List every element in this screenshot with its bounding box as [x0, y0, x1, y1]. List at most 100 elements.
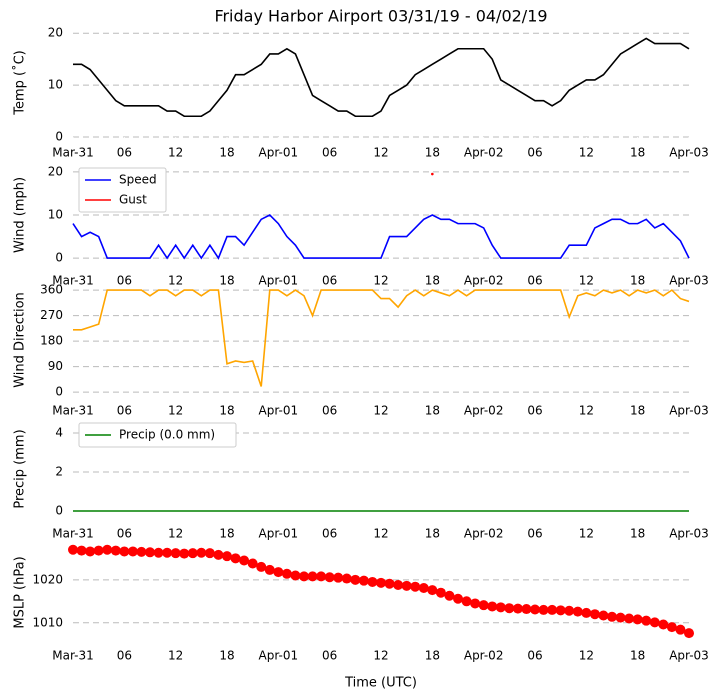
point — [281, 568, 292, 579]
y-tick-label: 20 — [48, 164, 63, 178]
x-tick-label: 06 — [322, 274, 337, 288]
y-tick-label: 0 — [55, 130, 63, 144]
x-tick-label: 06 — [117, 404, 132, 418]
x-tick-label: 12 — [579, 274, 594, 288]
point — [453, 593, 463, 604]
x-tick-label: 18 — [630, 527, 645, 541]
point — [632, 614, 643, 625]
x-tick-label: Apr-01 — [259, 404, 299, 418]
point — [538, 604, 549, 615]
point — [76, 545, 87, 556]
point — [555, 605, 566, 616]
point — [136, 546, 147, 557]
point — [299, 571, 309, 582]
point — [68, 544, 78, 555]
series-line — [73, 289, 690, 387]
point — [461, 596, 472, 607]
x-tick-label: 12 — [373, 527, 388, 541]
point — [187, 548, 198, 559]
point — [607, 611, 617, 622]
x-tick-label: 12 — [168, 274, 183, 288]
point — [179, 548, 190, 559]
y-tick-label: 180 — [40, 334, 63, 348]
legend-label: Precip (0.0 mm) — [119, 428, 215, 442]
point — [333, 572, 344, 583]
point — [435, 587, 446, 598]
point — [324, 572, 335, 583]
x-tick-label: 18 — [630, 404, 645, 418]
y-tick-label: 1020 — [32, 572, 63, 586]
point — [230, 553, 241, 564]
point — [572, 606, 583, 617]
x-tick-label: 06 — [527, 404, 542, 418]
x-tick-label: 18 — [630, 146, 645, 160]
point — [666, 622, 677, 633]
legend-box — [78, 167, 167, 213]
point — [239, 555, 250, 566]
x-tick-label: 12 — [579, 527, 594, 541]
legend-label: Speed — [119, 173, 157, 187]
x-tick-label: 06 — [117, 146, 132, 160]
x-tick-label: Apr-03 — [669, 649, 709, 663]
point — [367, 576, 378, 587]
legend-label: Gust — [119, 193, 147, 207]
y-tick-label: 4 — [55, 426, 63, 440]
legend: Speed Gust — [78, 167, 167, 213]
point — [684, 628, 694, 639]
point — [641, 615, 652, 626]
point — [444, 590, 455, 601]
point — [85, 546, 96, 557]
point — [290, 570, 301, 581]
x-tick-label: 18 — [219, 649, 234, 663]
x-tick-label: Mar-31 — [52, 649, 93, 663]
point — [581, 607, 592, 618]
x-tick-label: 18 — [630, 649, 645, 663]
y-tick-label: 90 — [48, 359, 63, 373]
point — [589, 609, 600, 620]
x-tick-label: Apr-02 — [464, 274, 504, 288]
x-tick-label: Apr-01 — [259, 146, 299, 160]
x-tick-label: Apr-02 — [464, 527, 504, 541]
y-tick-label: 10 — [48, 78, 63, 92]
y-axis-label: Wind Direction — [13, 292, 28, 388]
x-tick-label: Apr-03 — [669, 404, 709, 418]
x-tick-label: 06 — [117, 649, 132, 663]
y-axis-label: MSLP (hPa) — [13, 556, 28, 628]
x-tick-label: 06 — [527, 527, 542, 541]
x-tick-label: 18 — [630, 274, 645, 288]
y-tick-label: 2 — [55, 465, 63, 479]
x-tick-label: Apr-03 — [669, 146, 709, 160]
x-tick-label: 18 — [219, 404, 234, 418]
y-tick-label: 360 — [40, 283, 63, 297]
point — [521, 604, 532, 615]
x-tick-label: 18 — [219, 274, 234, 288]
y-tick-label: 0 — [55, 385, 63, 399]
x-tick-label: Apr-01 — [259, 274, 299, 288]
y-tick-label: 0 — [55, 503, 63, 517]
x-tick-label: 12 — [373, 404, 388, 418]
x-tick-label: 18 — [425, 649, 440, 663]
point — [119, 546, 130, 557]
x-tick-label: 12 — [579, 146, 594, 160]
point — [196, 547, 207, 558]
x-tick-label: Apr-03 — [669, 274, 709, 288]
x-tick-label: 12 — [373, 649, 388, 663]
point — [431, 172, 434, 176]
x-tick-label: 06 — [322, 404, 337, 418]
point — [204, 548, 215, 559]
point — [598, 610, 609, 621]
point — [478, 600, 489, 611]
x-tick-label: 06 — [527, 649, 542, 663]
x-tick-label: 12 — [579, 404, 594, 418]
point — [530, 604, 540, 615]
x-tick-label: Apr-02 — [464, 649, 504, 663]
y-axis-label: Wind (mph) — [13, 177, 28, 253]
x-tick-label: 06 — [527, 274, 542, 288]
x-tick-label: Apr-03 — [669, 527, 709, 541]
point — [93, 545, 104, 556]
x-tick-label: 18 — [425, 146, 440, 160]
point — [547, 604, 558, 615]
point — [247, 558, 258, 569]
x-tick-label: 12 — [373, 146, 388, 160]
x-tick-label: 12 — [168, 649, 183, 663]
